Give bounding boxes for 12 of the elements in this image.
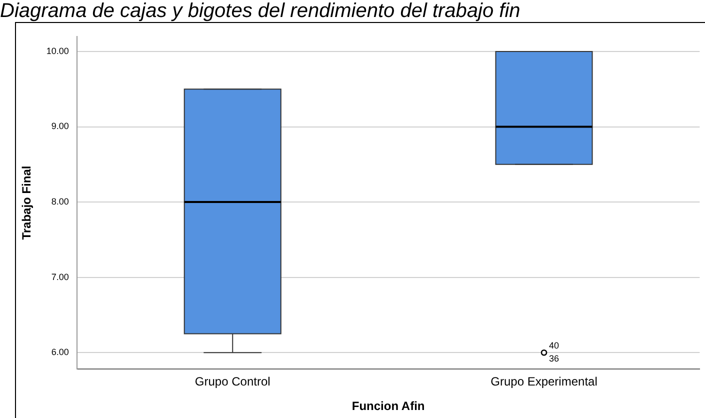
chart-title: Diagrama de cajas y bigotes del rendimiento del trabajo fin: [0, 0, 522, 23]
y-tick-label: 10.00: [46, 46, 69, 56]
x-tick-label: Grupo Control: [194, 374, 270, 389]
y-tick-label: 7.00: [51, 272, 69, 282]
y-tick-label: 6.00: [51, 347, 69, 358]
annotation: 36: [549, 354, 560, 364]
y-tick-label: 9.00: [51, 121, 69, 132]
y-axis-title: Trabajo Final: [20, 166, 34, 240]
x-tick-label: Grupo Experimental: [490, 374, 598, 389]
x-axis-title: Funcion Afin: [352, 399, 425, 414]
y-tick-label: 8.00: [51, 196, 69, 207]
annotation: 40: [549, 340, 560, 351]
